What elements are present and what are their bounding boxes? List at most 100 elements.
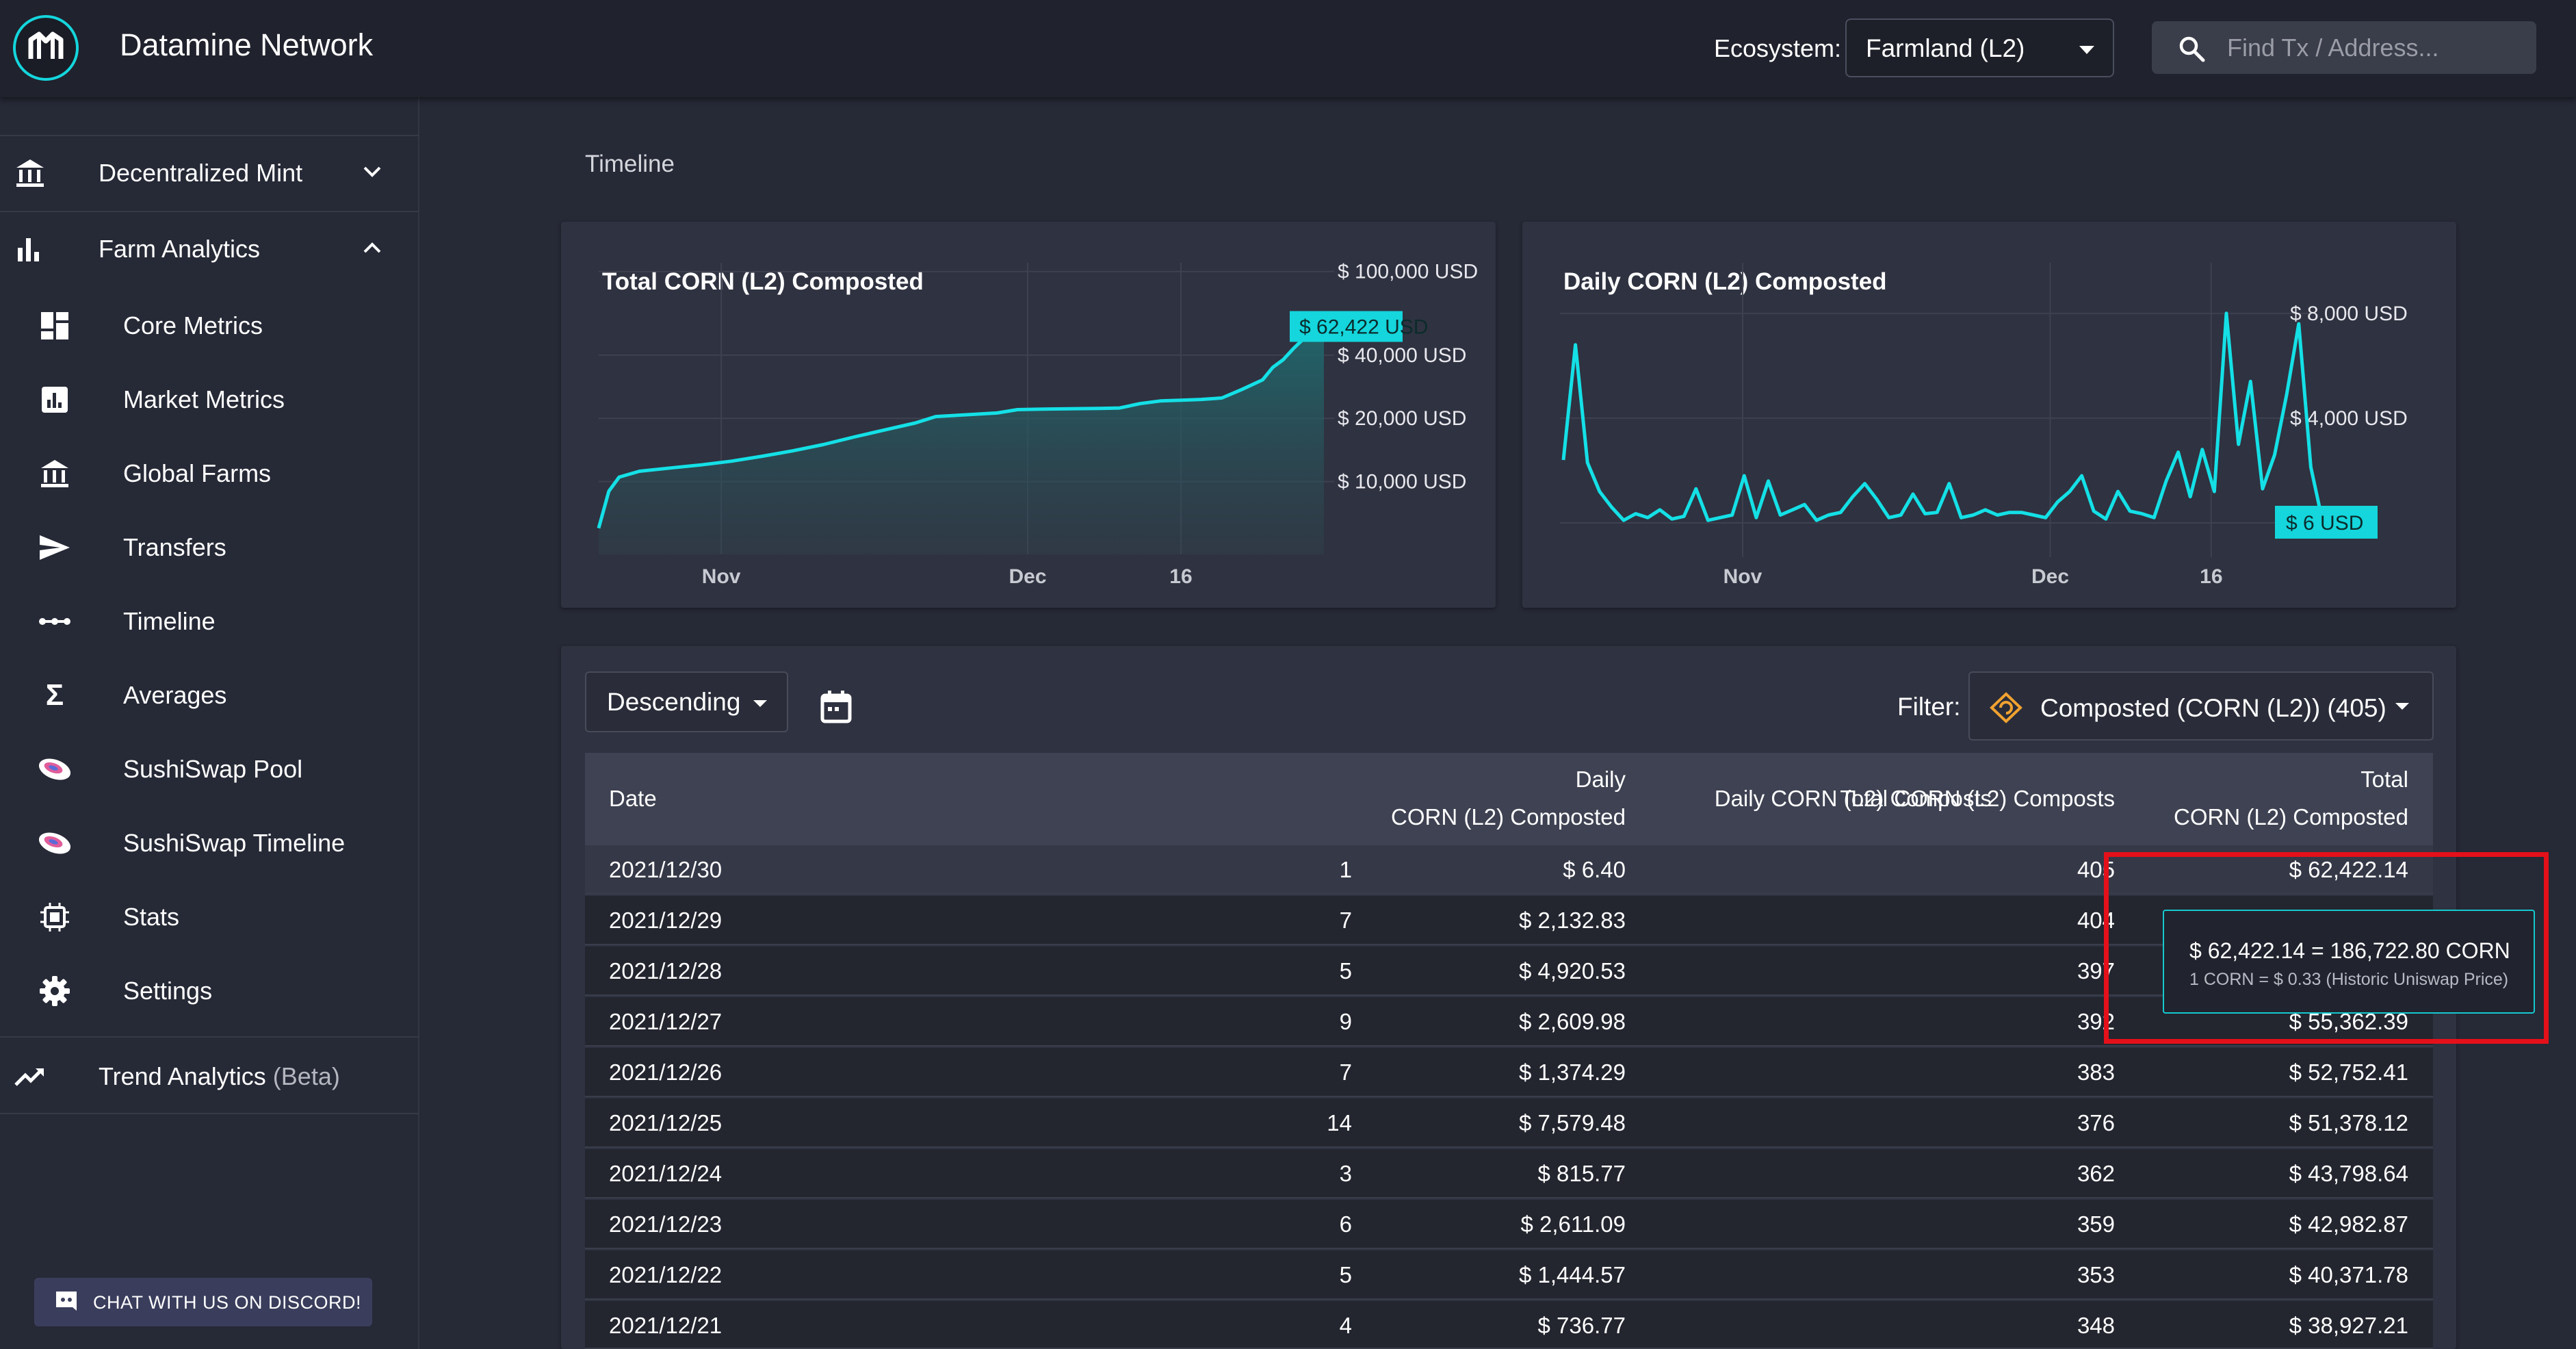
- cell-daily-composted: $ 2,132.83: [1519, 908, 1626, 933]
- table-row[interactable]: 2021/12/24 3 $ 815.77 362 $ 43,798.64: [585, 1149, 2433, 1198]
- sidebar-section-decentralized-mint[interactable]: Decentralized Mint: [0, 139, 418, 207]
- gear-icon: [37, 973, 73, 1009]
- top-app-bar: Datamine Network Ecosystem: Farmland (L2…: [0, 0, 2576, 97]
- bar-chart-icon: [12, 231, 48, 267]
- cell-date: 2021/12/23: [609, 1211, 723, 1237]
- column-header-date[interactable]: Date: [609, 786, 657, 811]
- cell-total-composts: 362: [2077, 1161, 2115, 1186]
- sidebar-item-core-metrics[interactable]: Core Metrics: [0, 289, 418, 363]
- search-input[interactable]: [2226, 29, 2523, 66]
- sidebar-section-label: Farm Analytics: [99, 235, 261, 263]
- column-header-total-composted-line1[interactable]: Total: [2360, 767, 2408, 792]
- cell-daily-composted: $ 2,611.09: [1520, 1211, 1626, 1237]
- table-row[interactable]: 2021/12/25 14 $ 7,579.48 376 $ 51,378.12: [585, 1099, 2433, 1148]
- x-tick-label: 16: [1169, 565, 1192, 588]
- y-tick-label: $ 4,000 USD: [2290, 407, 2408, 430]
- sort-order-select[interactable]: Descending: [585, 671, 788, 732]
- sidebar-item-sushiswap-pool[interactable]: SushiSwap Pool: [0, 732, 418, 806]
- sidebar-item-averages[interactable]: Σ Averages: [0, 658, 418, 732]
- sidebar-item-stats[interactable]: Stats: [0, 880, 418, 954]
- cell-total-composted[interactable]: $ 38,927.21: [2289, 1313, 2408, 1338]
- highlight-box: [2104, 852, 2549, 1044]
- area-fill: [599, 314, 1324, 554]
- cell-total-composted[interactable]: $ 42,982.87: [2289, 1211, 2408, 1237]
- sidebar-section-label: Decentralized Mint: [99, 159, 303, 187]
- y-tick-label: $ 40,000 USD: [1338, 344, 1466, 367]
- filter-select[interactable]: Composted (CORN (L2)) (405): [1968, 671, 2434, 741]
- column-header-total-composted-line2[interactable]: CORN (L2) Composted: [2174, 804, 2408, 830]
- sidebar-item-timeline[interactable]: Timeline: [0, 584, 418, 658]
- dashboard-icon: [37, 308, 73, 344]
- timeline-dots-icon: [37, 604, 73, 639]
- column-header-daily-composted-line2[interactable]: CORN (L2) Composted: [1391, 804, 1626, 830]
- sidebar-item-label: Stats: [123, 903, 180, 931]
- divider: [0, 1113, 419, 1114]
- table-row[interactable]: 2021/12/27 9 $ 2,609.98 392 $ 55,362.39: [585, 997, 2433, 1046]
- datamine-logo[interactable]: [13, 15, 79, 81]
- cell-daily-composted: $ 4,920.53: [1519, 958, 1626, 984]
- total-composted-area-chart[interactable]: Nov Dec 16 $ 100,000 USD $ 40,000 USD $ 20,00…: [561, 222, 1496, 608]
- table-row[interactable]: 2021/12/28 5 $ 4,920.53 397: [585, 947, 2433, 996]
- x-tick-label: Nov: [1723, 565, 1762, 588]
- send-icon: [37, 530, 73, 565]
- cell-date: 2021/12/26: [609, 1059, 723, 1085]
- sidebar-item-market-metrics[interactable]: Market Metrics: [0, 363, 418, 437]
- cell-daily-composts: 14: [1327, 1110, 1352, 1135]
- cell-date: 2021/12/24: [609, 1161, 723, 1186]
- calendar-icon[interactable]: [816, 686, 857, 728]
- chip-icon: [37, 899, 73, 935]
- filter-label: Filter:: [1897, 693, 1961, 721]
- tooltip-price-note: 1 CORN = $ 0.33 (Historic Uniswap Price): [2189, 970, 2509, 989]
- cell-daily-composts: 7: [1339, 908, 1352, 933]
- table-row[interactable]: 2021/12/26 7 $ 1,374.29 383 $ 52,752.41: [585, 1048, 2433, 1097]
- x-tick-label: Nov: [702, 565, 741, 588]
- sidebar-item-transfers[interactable]: Transfers: [0, 511, 418, 584]
- current-value-badge: [1290, 311, 1403, 342]
- cell-total-composted[interactable]: $ 51,378.12: [2289, 1110, 2408, 1135]
- sort-order-value: Descending: [607, 688, 741, 716]
- beta-tag: (Beta): [272, 1062, 340, 1090]
- current-value-badge: [2275, 506, 2378, 539]
- sidebar-item-label: Settings: [123, 977, 213, 1005]
- discord-chat-button[interactable]: CHAT WITH US ON DISCORD!: [34, 1278, 372, 1326]
- sidebar-item-label: SushiSwap Pool: [123, 755, 303, 783]
- cell-daily-composted: $ 7,579.48: [1519, 1110, 1626, 1135]
- column-header-daily-composted-line1[interactable]: Daily: [1575, 767, 1626, 792]
- bank-icon: [37, 456, 73, 491]
- sidebar-item-label: Timeline: [123, 607, 216, 635]
- bank-icon: [12, 155, 48, 191]
- sidebar-item-label: Core Metrics: [123, 311, 263, 339]
- x-tick-label: 16: [2200, 565, 2222, 588]
- compost-icon: [1990, 692, 2022, 723]
- discord-button-label: CHAT WITH US ON DISCORD!: [93, 1292, 362, 1313]
- cell-daily-composts: 5: [1339, 958, 1352, 984]
- ecosystem-select-value: Farmland (L2): [1866, 34, 2025, 62]
- table-row[interactable]: 2021/12/29 7 $ 2,132.83 404: [585, 896, 2433, 945]
- x-tick-label: Dec: [2031, 565, 2069, 588]
- table-header: Date Daily CORN (L2) Composts Daily CORN…: [585, 753, 2433, 845]
- ecosystem-select[interactable]: Farmland (L2): [1845, 18, 2114, 77]
- sidebar-item-settings[interactable]: Settings: [0, 954, 418, 1028]
- cell-total-composted[interactable]: $ 52,752.41: [2289, 1059, 2408, 1085]
- discord-icon: [56, 1292, 77, 1311]
- cell-total-composted[interactable]: $ 62,422.14: [2289, 857, 2408, 882]
- sidebar-section-farm-analytics[interactable]: Farm Analytics: [0, 215, 418, 283]
- sidebar-item-label: SushiSwap Timeline: [123, 829, 346, 857]
- cell-date: 2021/12/22: [609, 1262, 723, 1287]
- cell-total-composted[interactable]: $ 43,798.64: [2289, 1161, 2408, 1186]
- column-header-daily-composts[interactable]: Daily CORN (L2) Composts: [1714, 786, 1992, 811]
- table-row[interactable]: 2021/12/22 5 $ 1,444.57 353 $ 40,371.78: [585, 1250, 2433, 1300]
- daily-composted-line-chart[interactable]: Nov Dec 16 $ 8,000 USD $ 4,000 USD $ 6 USD: [1522, 222, 2456, 608]
- cell-daily-composted: $ 6.40: [1563, 857, 1626, 882]
- chevron-down-icon: [2079, 46, 2094, 54]
- sidebar-item-trend-analytics[interactable]: Trend Analytics (Beta): [0, 1040, 418, 1113]
- sidebar-item-label: Averages: [123, 681, 227, 709]
- app-title[interactable]: Datamine Network: [120, 27, 374, 62]
- column-header-total-composts[interactable]: Total CORN (L2) Composts: [1840, 786, 2115, 811]
- table-row[interactable]: 2021/12/21 4 $ 736.77 348 $ 38,927.21: [585, 1301, 2433, 1349]
- sidebar-item-sushiswap-timeline[interactable]: SushiSwap Timeline: [0, 806, 418, 880]
- search-box[interactable]: [2152, 21, 2536, 74]
- table-row[interactable]: 2021/12/23 6 $ 2,611.09 359 $ 42,982.87: [585, 1200, 2433, 1249]
- sidebar-item-global-farms[interactable]: Global Farms: [0, 437, 418, 511]
- cell-total-composted[interactable]: $ 40,371.78: [2289, 1262, 2408, 1287]
